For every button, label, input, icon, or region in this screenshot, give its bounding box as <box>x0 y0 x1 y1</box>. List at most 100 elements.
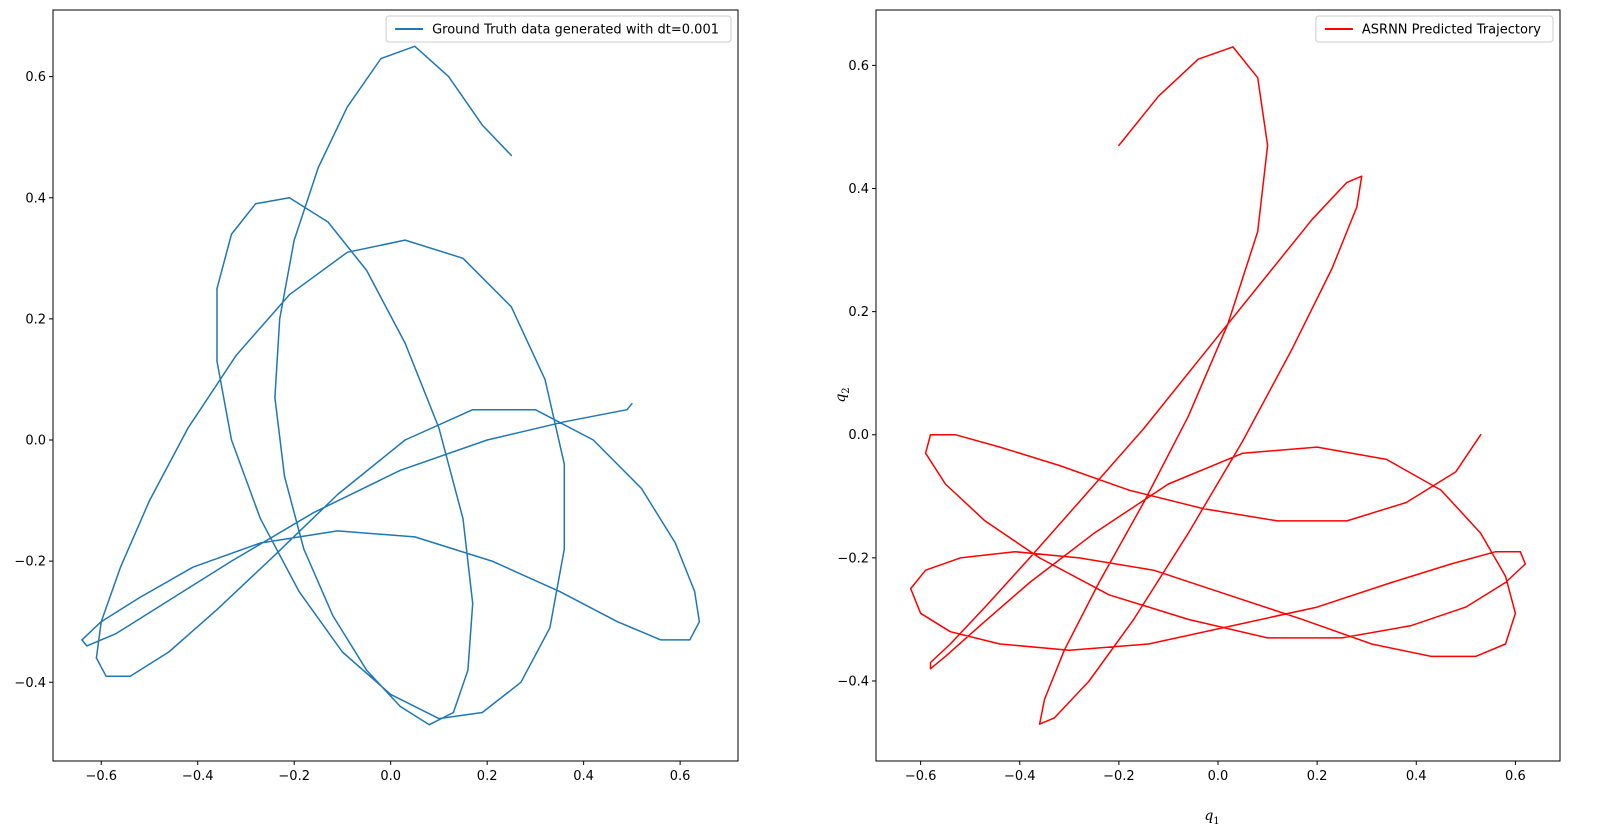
ground-truth-data-point <box>283 475 286 477</box>
asrnn-data-point <box>1524 563 1526 565</box>
ground-truth-data-point <box>95 657 97 659</box>
asrnn-data-point <box>1410 625 1412 627</box>
ground-truth-data-point <box>230 560 233 562</box>
asrnn-data-point <box>1465 606 1467 608</box>
ground-truth-data-point <box>216 609 218 611</box>
asrnn-data-point <box>910 588 912 590</box>
ground-truth-data-point <box>235 354 237 356</box>
asrnn-data-point <box>1346 520 1348 522</box>
asrnn-data-point <box>1455 471 1457 473</box>
ground-truth-data-point <box>119 566 122 568</box>
asrnn-data-point <box>1440 489 1442 491</box>
asrnn-data-point <box>1356 206 1358 208</box>
ground-truth-data-point <box>312 512 315 514</box>
asrnn-data-point <box>920 612 922 614</box>
ground-truth-data-point <box>404 342 406 344</box>
asrnn-data-point <box>1078 557 1080 559</box>
asrnn-data-point <box>1153 569 1155 571</box>
ground-truth-data-point <box>631 403 633 405</box>
asrnn-data-point <box>1475 655 1477 658</box>
y-tick-label: 0.2 <box>25 312 46 327</box>
asrnn-legend-box <box>1315 15 1554 43</box>
y-tick-label: 0.4 <box>25 191 46 206</box>
asrnn-data-point <box>1316 446 1318 448</box>
y-tick-label: 0.0 <box>25 434 46 449</box>
asrnn-data-point <box>949 643 951 645</box>
asrnn-data-point <box>1108 594 1110 596</box>
ground-truth-data-point <box>100 621 102 623</box>
asrnn-data-point <box>1187 415 1189 417</box>
ground-truth-data-point <box>462 257 464 259</box>
asrnn-data-point <box>949 631 951 633</box>
asrnn-data-point <box>1346 181 1348 183</box>
ground-truth-data-point <box>303 548 305 550</box>
asrnn-data-point <box>1301 618 1303 621</box>
ground-truth-data-point <box>452 711 454 714</box>
asrnn-data-point <box>1068 649 1070 651</box>
x-tick-label: −0.4 <box>1004 769 1036 784</box>
asrnn-data-point <box>1316 606 1318 608</box>
asrnn-data-point <box>1143 501 1145 504</box>
x-tick-label: 0.6 <box>670 769 691 784</box>
ground-truth-data-point <box>81 639 83 641</box>
asrnn-data-point <box>1167 483 1169 485</box>
asrnn-data-point <box>1276 520 1279 522</box>
ground-truth-data-point <box>544 378 546 380</box>
asrnn-data-point <box>984 606 986 608</box>
ground-truth-data-point <box>129 675 131 677</box>
asrnn-data-point <box>1341 637 1343 639</box>
asrnn-data-point <box>1242 440 1244 442</box>
ground-truth-data-point <box>467 669 469 671</box>
ground-truth-data-point <box>274 397 276 399</box>
asrnn-data-point <box>1232 625 1234 627</box>
asrnn-data-point <box>1242 452 1244 454</box>
ground-truth-data-point <box>192 566 194 568</box>
x-tick-label: −0.6 <box>905 769 937 784</box>
asrnn-data-point <box>1202 354 1204 356</box>
x-tick-label: −0.2 <box>278 769 310 784</box>
asrnn-data-point <box>999 643 1001 645</box>
x-tick-label: 0.0 <box>1208 769 1229 784</box>
ground-truth-data-point <box>549 627 551 629</box>
ground-truth-data-point <box>520 681 522 683</box>
ground-truth-data-point <box>698 621 701 623</box>
ground-truth-data-point <box>399 705 401 708</box>
asrnn-data-point <box>1227 594 1229 596</box>
y-tick-label: −0.2 <box>837 551 869 566</box>
ground-truth-data-point <box>293 239 295 241</box>
ground-truth-data-point <box>626 409 628 411</box>
ground-truth-ticks: −0.6 −0.4 −0.2 0.0 0.2 0.4 0.6 −0.4 −0.2 0.0 0.2 0.… <box>14 70 690 784</box>
ground-truth-data-point <box>481 711 483 714</box>
ground-truth-data-point <box>337 493 339 496</box>
asrnn-data-point <box>1093 532 1095 534</box>
ground-truth-data-point <box>216 360 218 362</box>
asrnn-data-point <box>1257 77 1259 79</box>
ground-truth-data-point <box>694 590 696 593</box>
ground-truth-data-point <box>163 602 165 605</box>
ground-truth-data-point <box>404 439 406 441</box>
x-tick-label: 0.2 <box>1307 769 1328 784</box>
asrnn-data-point <box>954 434 956 436</box>
asrnn-data-point <box>1128 489 1130 491</box>
asrnn-data-point <box>1187 532 1189 534</box>
ground-truth-data-point <box>274 554 276 556</box>
asrnn-data-point <box>1504 575 1507 577</box>
asrnn-data-point <box>1430 655 1432 658</box>
ground-truth-legend-box <box>385 15 732 43</box>
asrnn-data-point <box>1133 618 1135 621</box>
asrnn-data-point <box>1450 563 1452 565</box>
asrnn-data-point <box>1197 58 1199 60</box>
asrnn-data-point <box>1098 581 1100 584</box>
asrnn-data-point <box>1291 348 1293 350</box>
asrnn-data-point <box>1371 643 1373 645</box>
asrnn-data-point <box>1257 231 1259 233</box>
x-tick-label: 0.4 <box>1406 769 1427 784</box>
ground-truth-data-point <box>448 76 450 78</box>
ground-truth-series-layer <box>81 45 701 726</box>
ground-truth-data-point <box>259 542 261 544</box>
ground-truth-data-point <box>230 233 233 235</box>
ground-truth-data-point <box>660 639 662 641</box>
ground-truth-data-point <box>279 318 281 320</box>
y-tick-label: −0.4 <box>14 676 46 691</box>
asrnn-ticks: −0.6 −0.4 −0.2 0.0 0.2 0.4 0.6 −0.4 −0.2 0.0 0.2 0.… <box>837 59 1525 784</box>
